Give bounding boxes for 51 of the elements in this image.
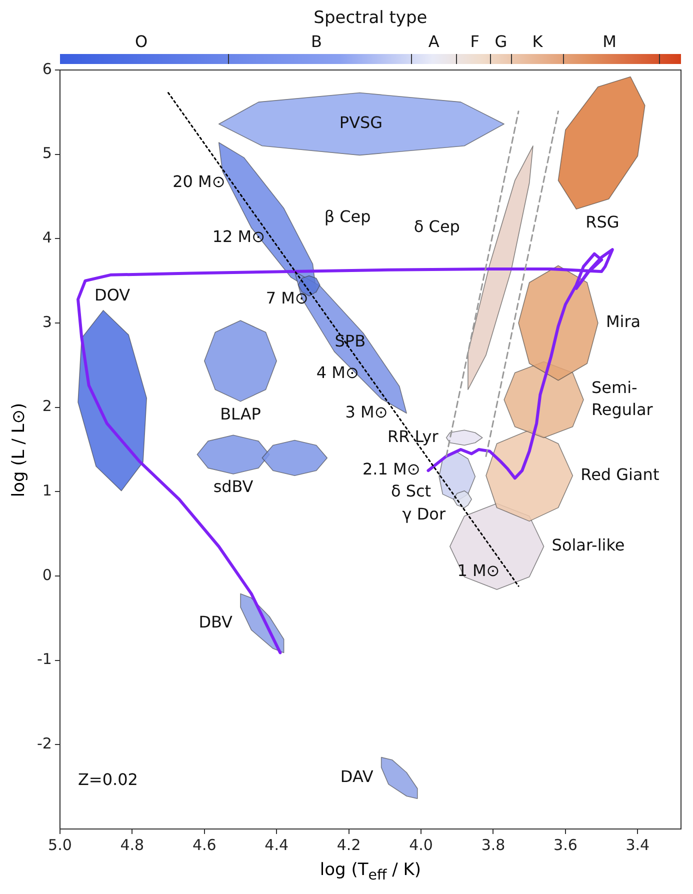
x-tick-label: 3.4 — [626, 836, 650, 854]
text: G — [494, 32, 508, 51]
text: O — [134, 32, 149, 51]
annotation: Z=0.02 — [78, 770, 138, 790]
annotation: 2.1 M⊙ — [362, 460, 420, 479]
text: F — [469, 32, 480, 51]
text: K — [531, 32, 544, 51]
series-label: DBV — [198, 612, 233, 632]
series-label: Mira — [606, 312, 641, 332]
annotation: 4 M⊙ — [316, 362, 359, 382]
y-tick-label: -1 — [36, 650, 52, 668]
series-label: γ Dor — [402, 504, 446, 524]
y-tick-label: 0 — [42, 566, 52, 584]
series-label: DAV — [340, 767, 374, 786]
x-tick-label: 4.0 — [409, 836, 433, 854]
x-tick-label: 4.8 — [120, 836, 144, 854]
series-label: BLAP — [220, 404, 262, 424]
y-tick-label: 5 — [42, 144, 52, 162]
series-label: Solar-like — [552, 536, 625, 555]
text: A — [427, 32, 440, 51]
series-label: PVSG — [339, 113, 383, 132]
y-tick-label: 2 — [42, 397, 52, 416]
text: M — [602, 32, 618, 51]
series-label: Red Giant — [580, 464, 660, 484]
series-label: RR Lyr — [387, 426, 439, 446]
y-axis-title: log (L / L⊙) — [9, 401, 30, 499]
series-label: β Cep — [324, 206, 371, 226]
text: B — [310, 32, 323, 51]
series-label: DOV — [94, 286, 130, 305]
x-tick-label: 4.2 — [336, 836, 361, 854]
series-label: Semi- Regular — [592, 378, 654, 419]
y-tick-label: 1 — [42, 482, 52, 500]
x-tick-label: 5.0 — [48, 836, 72, 854]
y-tick-label: 6 — [42, 60, 52, 78]
x-tick-label: 3.6 — [554, 836, 578, 854]
x-tick-label: 4.6 — [192, 836, 216, 854]
y-tick-label: 3 — [42, 312, 52, 331]
x-tick-label: 3.8 — [481, 836, 506, 854]
series-label: SPB — [334, 332, 366, 351]
y-tick-label: -2 — [36, 734, 52, 753]
series-label: δ Sct — [390, 482, 432, 501]
text: δ Cep — [414, 216, 460, 236]
x-tick-label: 4.4 — [264, 836, 289, 854]
annotation: 3 M⊙ — [345, 402, 388, 422]
x-axis-title: log (T$_{eff}$ / K) — [318, 860, 422, 884]
series-label: RSG — [586, 212, 620, 232]
y-tick-label: 4 — [42, 228, 52, 247]
annotation: 20 M⊙ — [172, 172, 226, 192]
series-label: sdBV — [213, 477, 254, 496]
color-bar-title: Spectral type — [312, 8, 428, 28]
annotation: 1 M⊙ — [457, 560, 500, 580]
